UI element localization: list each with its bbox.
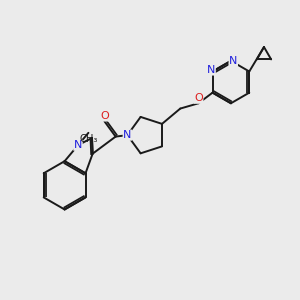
Text: N: N <box>207 65 215 75</box>
Text: N: N <box>123 130 132 140</box>
Text: CH₃: CH₃ <box>79 134 98 144</box>
Text: O: O <box>194 93 203 103</box>
Text: N: N <box>229 56 238 66</box>
Text: O: O <box>100 111 109 121</box>
Text: N: N <box>74 140 82 150</box>
